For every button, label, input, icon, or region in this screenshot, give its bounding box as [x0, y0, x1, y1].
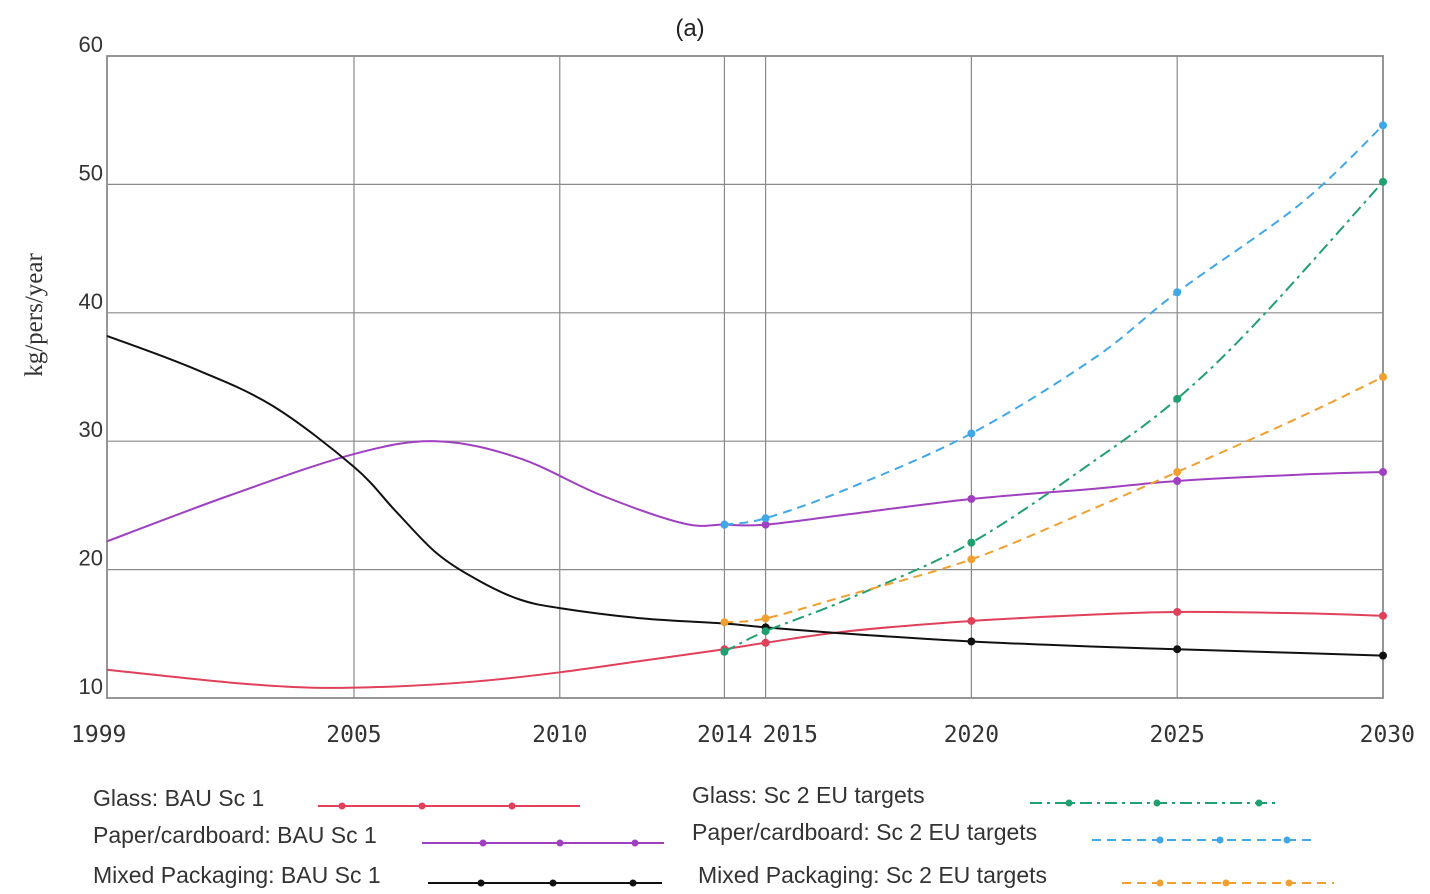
y-tick-label: 40: [79, 289, 103, 314]
y-axis-label: kg/pers/year: [21, 253, 48, 377]
x-tick-label: 2020: [944, 722, 999, 748]
data-point-marker: [1379, 468, 1387, 477]
legend-marker: [1156, 836, 1164, 844]
data-point-marker: [761, 614, 770, 623]
chart-title: (a): [675, 15, 704, 42]
legend-marker: [556, 839, 564, 847]
y-tick-label: 30: [79, 417, 103, 442]
legend-label: Glass: BAU Sc 1: [93, 785, 264, 811]
data-point-marker: [761, 627, 770, 636]
x-tick-label: 2025: [1149, 722, 1204, 748]
data-point-marker: [1173, 394, 1182, 403]
data-point-marker: [761, 520, 770, 529]
data-point-marker: [967, 555, 976, 564]
data-point-marker: [720, 647, 729, 656]
legend-marker: [508, 802, 516, 810]
legend-item: Glass: BAU Sc 1: [93, 785, 580, 811]
series-line: [724, 376, 1384, 624]
data-point-marker: [1379, 177, 1387, 186]
legend-marker: [1283, 836, 1291, 844]
legend-label: Paper/cardboard: BAU Sc 1: [93, 822, 377, 848]
data-point-marker: [1173, 607, 1182, 616]
legend-item: Glass: Sc 2 EU targets: [692, 782, 1280, 808]
legend-marker: [629, 879, 637, 887]
data-point-marker: [1173, 477, 1182, 486]
legend-label: Mixed Packaging: BAU Sc 1: [93, 862, 381, 888]
legend-marker: [549, 879, 557, 887]
x-tick-label: 2010: [532, 722, 587, 748]
x-tick-label: 2005: [326, 722, 381, 748]
data-point-marker: [1379, 651, 1387, 660]
legend-marker: [631, 839, 639, 847]
legend-label: Mixed Packaging: Sc 2 EU targets: [698, 862, 1047, 888]
legend-marker: [1065, 799, 1073, 807]
series-line: [724, 124, 1384, 526]
x-tick-label: 2014: [697, 722, 752, 748]
x-tick-label: 2030: [1360, 722, 1415, 748]
series-line: [106, 440, 1384, 543]
series-1: [106, 607, 1387, 689]
series-4: [720, 177, 1387, 656]
data-point-marker: [761, 638, 770, 647]
data-point-marker: [1379, 373, 1387, 381]
y-tick-label: 60: [79, 32, 103, 57]
legend-marker: [418, 802, 426, 810]
legend-marker: [1156, 879, 1164, 887]
legend-label: Paper/cardboard: Sc 2 EU targets: [692, 819, 1037, 845]
data-point-marker: [1173, 645, 1182, 654]
data-point-marker: [761, 514, 770, 523]
data-point-marker: [720, 618, 729, 627]
legend: Glass: BAU Sc 1 Paper/cardboard: BAU Sc 1…: [93, 782, 1334, 888]
grid: [106, 55, 1384, 699]
data-point-marker: [967, 637, 976, 646]
series-6: [720, 373, 1387, 627]
series-line: [723, 181, 1384, 653]
plot-area: [106, 55, 1384, 699]
data-point-marker: [1379, 611, 1387, 620]
x-tick-label: 1999: [71, 722, 126, 748]
data-point-marker: [1379, 121, 1387, 130]
series-lines: [106, 121, 1387, 689]
legend-marker: [1153, 799, 1161, 807]
legend-item: Mixed Packaging: Sc 2 EU targets: [698, 862, 1334, 888]
series-2: [106, 440, 1387, 543]
legend-marker: [338, 802, 346, 810]
series-5: [720, 121, 1387, 529]
series-3: [106, 334, 1387, 660]
data-point-marker: [967, 616, 976, 625]
y-tick-label: 10: [79, 674, 103, 699]
data-point-marker: [967, 538, 976, 547]
x-tick-label: 2015: [763, 722, 818, 748]
legend-marker: [1222, 879, 1230, 887]
legend-item: Paper/cardboard: Sc 2 EU targets: [692, 819, 1316, 845]
legend-marker: [479, 839, 487, 847]
legend-item: Paper/cardboard: BAU Sc 1: [93, 822, 664, 848]
legend-item: Mixed Packaging: BAU Sc 1: [93, 862, 662, 888]
data-point-marker: [1173, 468, 1182, 477]
y-tick-label: 20: [79, 546, 103, 571]
data-point-marker: [1173, 288, 1182, 297]
data-point-marker: [720, 520, 729, 529]
y-tick-label: 50: [79, 160, 103, 185]
legend-marker: [1216, 836, 1224, 844]
legend-marker: [477, 879, 485, 887]
data-point-marker: [967, 429, 976, 438]
legend-label: Glass: Sc 2 EU targets: [692, 782, 925, 808]
series-line: [106, 334, 1384, 657]
legend-marker: [1285, 879, 1293, 887]
data-point-marker: [967, 494, 976, 503]
legend-marker: [1255, 799, 1263, 807]
